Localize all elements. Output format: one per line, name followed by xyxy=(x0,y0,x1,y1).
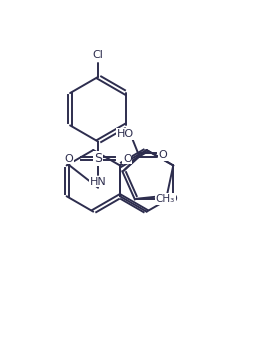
Text: O: O xyxy=(123,153,132,164)
Text: O: O xyxy=(65,153,73,164)
Text: S: S xyxy=(94,152,102,165)
Text: CH₃: CH₃ xyxy=(156,194,175,204)
Text: HO: HO xyxy=(116,129,134,139)
Text: Cl: Cl xyxy=(93,50,103,60)
Text: O: O xyxy=(158,150,167,161)
Text: HN: HN xyxy=(90,177,106,187)
Text: O: O xyxy=(169,194,177,205)
